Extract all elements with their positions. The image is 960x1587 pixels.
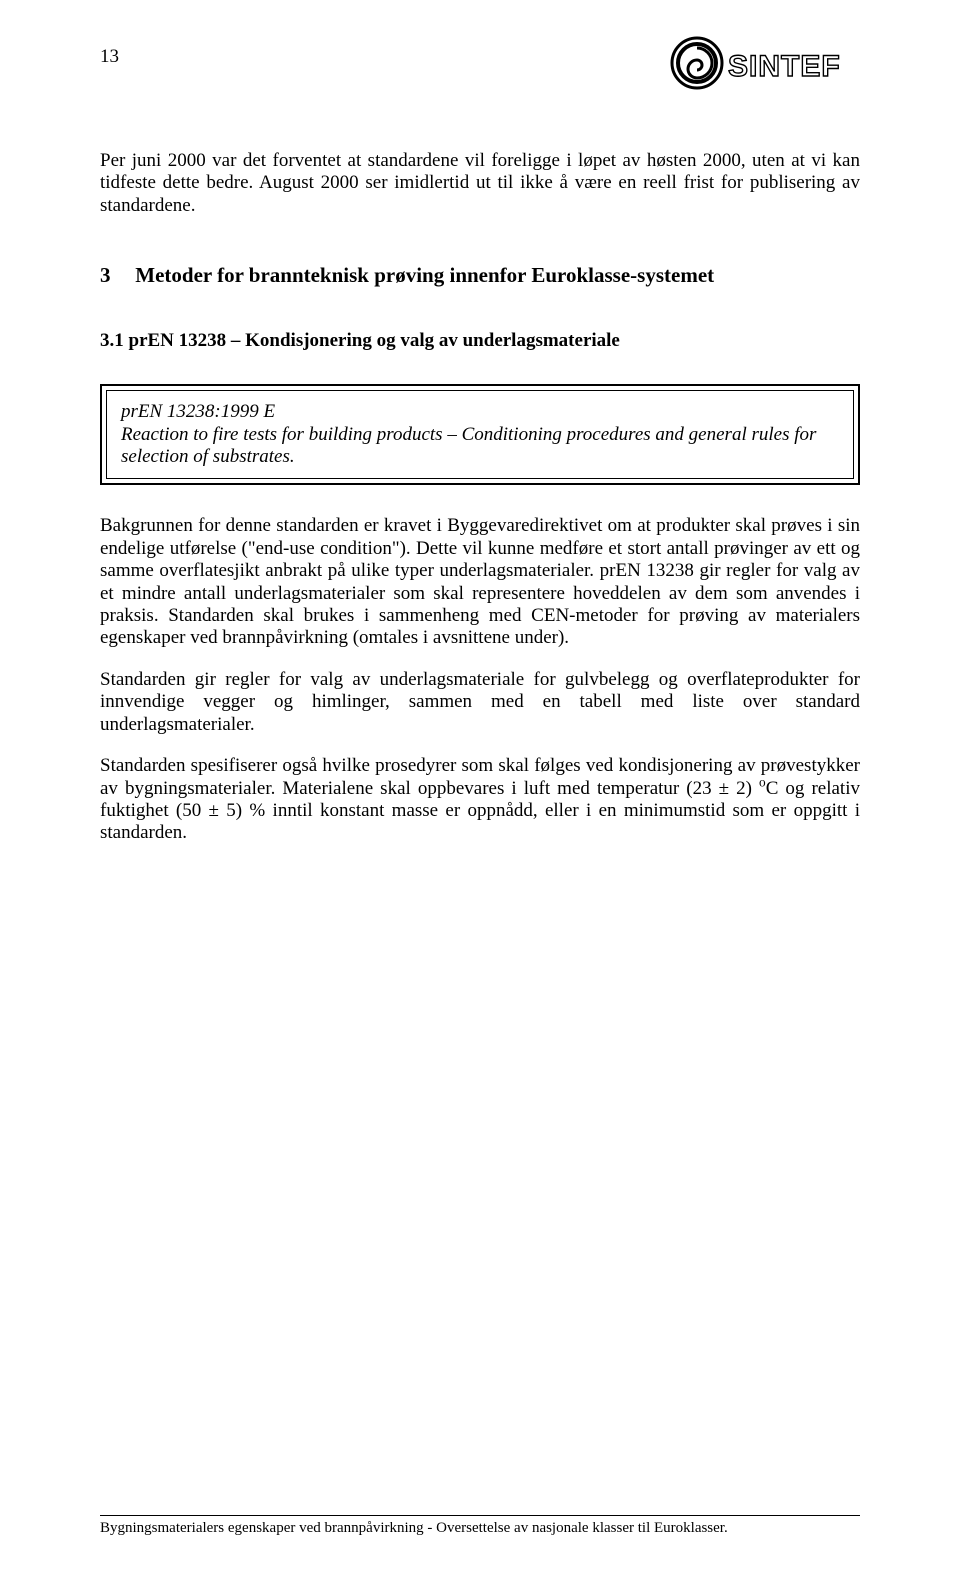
section-heading: 3 Metoder for brannteknisk prøving innen… (100, 263, 860, 288)
degree-superscript: o (759, 774, 766, 789)
brand-text: SINTEF (728, 50, 841, 83)
callout-title: prEN 13238:1999 E (121, 401, 839, 423)
intro-paragraph: Per juni 2000 var det forventet at stand… (100, 150, 860, 217)
body-paragraph-1: Bakgrunnen for denne standarden er krave… (100, 515, 860, 649)
section-number: 3 (100, 263, 130, 288)
body-paragraph-2: Standarden gir regler for valg av underl… (100, 669, 860, 736)
standard-callout: prEN 13238:1999 E Reaction to fire tests… (100, 384, 860, 485)
sintef-logo-icon: SINTEF (670, 36, 860, 90)
page-footer: Bygningsmaterialers egenskaper ved brann… (100, 1515, 860, 1537)
footer-text: Bygningsmaterialers egenskaper ved brann… (100, 1520, 860, 1537)
footer-rule (100, 1515, 860, 1516)
standard-callout-inner: prEN 13238:1999 E Reaction to fire tests… (106, 390, 854, 479)
page: 13 SINTEF Per juni 2000 var det forvente… (0, 0, 960, 1587)
brand-logo: SINTEF (670, 36, 860, 90)
body-paragraph-3: Standarden spesifiserer også hvilke pros… (100, 755, 860, 845)
section-title: Metoder for brannteknisk prøving innenfo… (135, 263, 714, 287)
page-number: 13 (100, 46, 119, 68)
para3-text-a: Standarden spesifiserer også hvilke pros… (100, 755, 860, 798)
subsection-heading: 3.1 prEN 13238 – Kondisjonering og valg … (100, 330, 860, 352)
callout-body: Reaction to fire tests for building prod… (121, 424, 839, 469)
